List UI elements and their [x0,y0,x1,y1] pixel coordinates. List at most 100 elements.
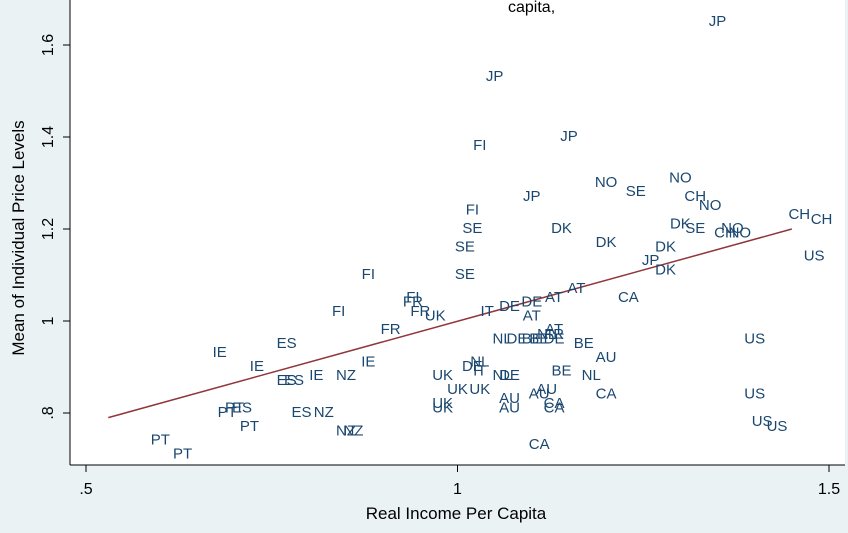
point-label-au: AU [529,386,550,403]
point-label-de: DE [507,330,528,347]
point-label-pt: PT [225,399,244,416]
point-label-ch: CH [811,211,833,228]
point-label-fi: FI [466,202,479,219]
point-label-pt: PT [151,432,170,449]
point-label-at: AT [545,289,563,306]
point-label-us: US [744,386,765,403]
point-label-ca: CA [618,289,639,306]
point-label-ca: CA [544,399,565,416]
y-tick-label: .8 [40,406,57,419]
point-label-no: NO [595,174,618,191]
point-label-ch: CH [788,206,810,223]
point-label-no: NO [721,220,744,237]
point-label-no: NO [669,169,692,186]
point-label-dk: DK [551,220,572,237]
point-label-es: ES [284,372,304,389]
point-label-nl: NL [492,330,511,347]
point-label-jp: JP [523,188,541,205]
point-label-ch: CH [714,225,736,242]
point-label-nz: NZ [343,422,363,439]
point-label-es: ES [232,399,252,416]
point-label-nl: NL [470,353,489,370]
point-label-be: BE [574,335,594,352]
point-label-de: DE [462,358,483,375]
point-label-no: NO [699,197,722,214]
point-label-dk: DK [670,215,691,232]
point-label-ch: CH [684,188,706,205]
y-tick-label: 1.2 [40,218,57,240]
y-tick-label: 1 [40,316,57,325]
y-tick-label: 1.6 [40,34,57,56]
point-label-at: AT [567,280,585,297]
point-label-us: US [804,248,825,265]
point-label-fi: FI [406,289,419,306]
point-label-se: SE [455,266,475,283]
point-label-se: SE [685,220,705,237]
point-label-jp: JP [709,13,727,30]
point-label-se: SE [455,238,475,255]
point-label-au: AU [499,399,520,416]
point-label-pt: PT [173,445,192,462]
x-tick-label: .5 [79,481,92,498]
point-label-nz: NZ [336,367,356,384]
point-label-fi: FI [473,137,486,154]
point-label-ca: CA [544,395,565,412]
point-label-de: DE [544,330,565,347]
point-label-se: SE [462,220,482,237]
point-label-ie: IE [213,344,227,361]
point-label-fr: FR [410,303,430,320]
x-axis-title: Real Income Per Capita [366,504,547,523]
point-label-au: AU [499,390,520,407]
point-label-us: US [752,413,773,430]
point-label-nl: NL [537,326,556,343]
point-label-uk: UK [469,381,490,398]
x-tick-label: 1 [453,481,462,498]
x-tick-label: 1.5 [818,481,840,498]
point-label-fi: FI [362,266,375,283]
point-label-au: AU [536,381,557,398]
point-label-us: US [767,418,788,435]
y-tick-label: 1.4 [40,126,57,148]
point-label-jp: JP [642,252,660,269]
fit-line [108,228,793,419]
point-label-uk: UK [432,395,453,412]
point-label-be: BE [522,330,542,347]
point-label-fr: FR [381,321,401,338]
point-label-at: AT [545,321,563,338]
point-label-ca: CA [596,386,617,403]
point-label-no: NO [729,225,752,242]
point-label-ie: IE [361,353,375,370]
point-label-fr: FR [544,326,564,343]
axis-ticks: .5 1 1.5 .8 1 1.2 1.4 1.6 [40,34,840,498]
point-label-uk: UK [432,399,453,416]
point-label-uk: UK [432,367,453,384]
plot-area [70,0,845,465]
point-label-ca: CA [529,436,550,453]
point-label-ie: IE [250,358,264,375]
point-label-jp: JP [486,68,504,85]
point-label-nz: NZ [314,404,334,421]
point-label-de: DE [499,298,520,315]
point-label-es: ES [277,372,297,389]
point-label-dk: DK [596,234,617,251]
point-label-be: BE [529,330,549,347]
point-label-it: IT [481,303,494,320]
point-label-de: DE [499,367,520,384]
point-label-fr: FR [403,294,423,311]
point-label-us: US [744,330,765,347]
point-label-at: AT [523,307,541,324]
point-label-es: ES [277,335,297,352]
point-label-pt: PT [240,418,259,435]
point-label-de: DE [521,294,542,311]
y-axis-title: Mean of Individual Price Levels [9,120,28,355]
point-label-pt: PT [218,404,237,421]
point-label-dk: DK [655,261,676,278]
point-label-se: SE [626,183,646,200]
point-label-ie: IE [309,367,323,384]
point-label-jp: JP [560,128,578,145]
point-label-uk: UK [447,381,468,398]
point-label-dk: DK [655,238,676,255]
point-label-nz: NZ [336,422,356,439]
